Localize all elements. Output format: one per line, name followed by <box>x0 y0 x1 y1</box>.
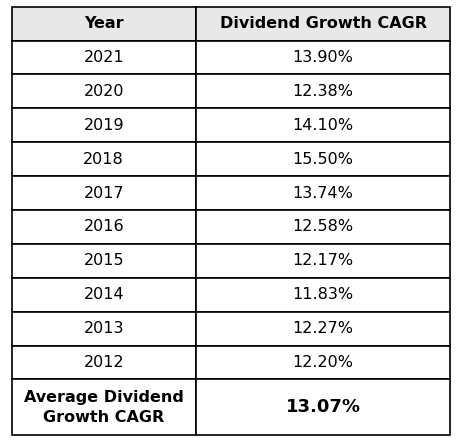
Text: Average Dividend
Growth CAGR: Average Dividend Growth CAGR <box>24 390 184 425</box>
Bar <box>12 108 196 142</box>
Text: 12.58%: 12.58% <box>292 219 354 234</box>
Text: 11.83%: 11.83% <box>292 287 354 302</box>
Text: 12.38%: 12.38% <box>292 84 354 99</box>
Text: 2019: 2019 <box>84 118 124 133</box>
Bar <box>12 244 196 278</box>
Bar <box>12 346 196 379</box>
Bar <box>196 379 450 435</box>
Text: 13.07%: 13.07% <box>286 398 361 416</box>
Bar <box>12 312 196 346</box>
Text: 2013: 2013 <box>84 321 124 336</box>
Text: 12.20%: 12.20% <box>292 355 354 370</box>
Bar <box>196 244 450 278</box>
Bar <box>196 278 450 312</box>
Text: 2020: 2020 <box>84 84 124 99</box>
Bar <box>196 346 450 379</box>
Bar <box>196 312 450 346</box>
Text: 2021: 2021 <box>84 50 124 65</box>
Bar <box>12 41 196 74</box>
Text: 13.74%: 13.74% <box>293 186 353 201</box>
Text: 13.90%: 13.90% <box>293 50 353 65</box>
Bar <box>12 176 196 210</box>
Text: 12.27%: 12.27% <box>292 321 354 336</box>
Bar <box>196 176 450 210</box>
Text: 2016: 2016 <box>84 219 124 234</box>
Bar <box>12 74 196 108</box>
Bar <box>196 108 450 142</box>
Bar <box>196 41 450 74</box>
Text: Year: Year <box>84 16 123 31</box>
Text: 2017: 2017 <box>84 186 124 201</box>
Bar <box>196 7 450 41</box>
Text: 14.10%: 14.10% <box>292 118 354 133</box>
Bar <box>12 142 196 176</box>
Bar <box>12 210 196 244</box>
Bar <box>196 210 450 244</box>
Text: 2018: 2018 <box>83 152 124 167</box>
Text: 2015: 2015 <box>84 253 124 268</box>
Text: 2014: 2014 <box>84 287 124 302</box>
Bar <box>12 7 196 41</box>
Text: 15.50%: 15.50% <box>292 152 354 167</box>
Text: 2012: 2012 <box>84 355 124 370</box>
Bar <box>196 74 450 108</box>
Bar <box>12 379 196 435</box>
Bar <box>12 278 196 312</box>
Text: Dividend Growth CAGR: Dividend Growth CAGR <box>219 16 427 31</box>
Text: 12.17%: 12.17% <box>292 253 354 268</box>
Bar <box>196 142 450 176</box>
